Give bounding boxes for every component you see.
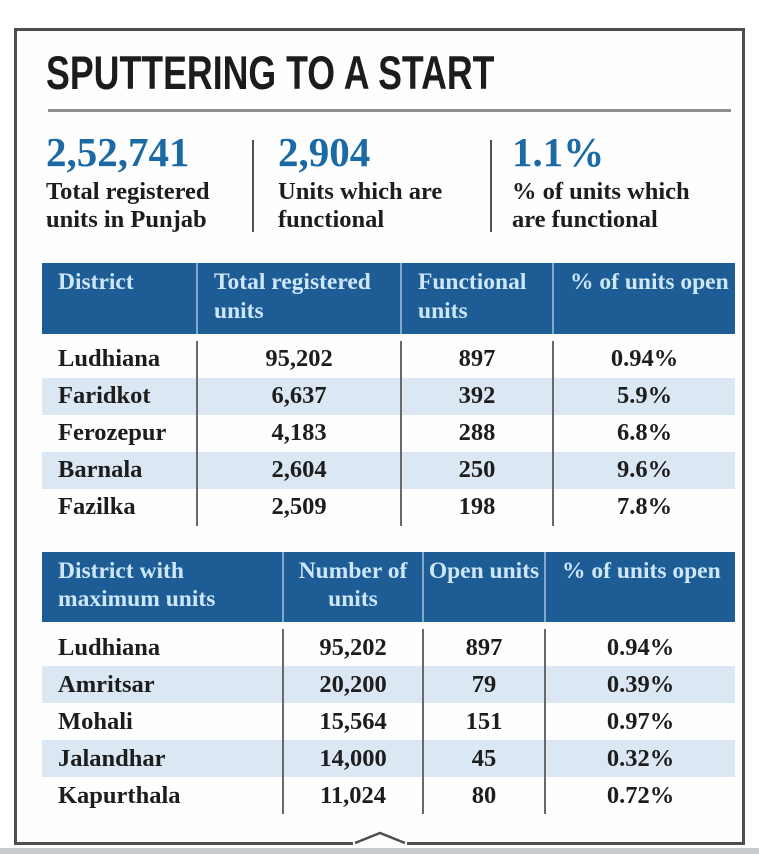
stat-label-line1: Units which are [278,178,443,205]
stat-total-registered: 2,52,741 Total registered units in Punja… [46,132,252,233]
stat-label-line1: % of units which [512,178,690,205]
table-row: Ludhiana 95,202 897 0.94% [42,340,735,378]
table-row: Ludhiana 95,202 897 0.94% [42,629,735,667]
stat-label: % of units which are functional [512,178,732,233]
cell-open: 80 [422,777,544,815]
cell-registered: 6,637 [196,377,400,415]
cell-district: Jalandhar [58,744,166,772]
table-body: Ludhiana 95,202 897 0.94% Faridkot 6,637… [42,340,735,526]
stat-label-line1: Total registered [46,178,210,205]
cell-functional: 250 [400,451,552,489]
stat-label-line2: functional [278,205,385,233]
table-row: Faridkot 6,637 392 5.9% [42,377,735,415]
stat-divider [490,140,492,232]
title-rule [48,109,731,112]
stat-divider [252,140,254,232]
cell-open: 79 [422,666,544,704]
cell-district: Mohali [58,707,133,735]
max-units-table: District with maximum units Number of un… [42,551,735,815]
column-header: District [58,269,134,296]
cell-district: Kapurthala [58,781,181,809]
cell-percent: 0.32% [544,740,735,778]
border-notch-gap [352,842,407,845]
stat-functional: 2,904 Units which are functional [278,132,490,233]
cell-number: 14,000 [282,740,422,778]
infographic-box: SPUTTERING TO A START 2,52,741 Total reg… [14,28,745,845]
table-row: Ferozepur 4,183 288 6.8% [42,414,735,452]
cell-registered: 2,509 [196,488,400,526]
cell-number: 11,024 [282,777,422,815]
column-header: % of units open [552,263,735,334]
cell-functional: 288 [400,414,552,452]
stat-label-line2: are functional [512,205,658,233]
column-header: Functional units [400,263,552,334]
table-row: Mohali 15,564 151 0.97% [42,703,735,741]
column-header: Open units [422,551,544,623]
cell-district: Amritsar [58,670,155,698]
stat-percent-functional: 1.1% % of units which are functional [512,132,732,233]
column-header: District with maximum units [58,557,216,612]
table-body: Ludhiana 95,202 897 0.94% Amritsar 20,20… [42,629,735,815]
column-header: Total registered units [196,263,400,334]
cell-percent: 7.8% [552,488,735,526]
cell-open: 897 [422,629,544,667]
table-header-row: District with maximum units Number of un… [42,551,735,623]
cell-functional: 198 [400,488,552,526]
stat-value: 2,52,741 [46,129,190,175]
stat-value: 2,904 [278,129,371,175]
cell-district: Barnala [58,456,143,484]
cell-percent: 0.94% [552,340,735,378]
cell-district: Ludhiana [58,345,161,373]
cell-district: Faridkot [58,382,151,410]
column-header: % of units open [544,551,735,623]
table-row: Fazilka 2,509 198 7.8% [42,488,735,526]
stat-label: Total registered units in Punjab [46,178,252,233]
table-row: Barnala 2,604 250 9.6% [42,451,735,489]
page-edge-strip [0,848,759,854]
cell-percent: 0.72% [544,777,735,815]
cell-district: Ferozepur [58,419,167,447]
table-row: Jalandhar 14,000 45 0.32% [42,740,735,778]
cell-number: 95,202 [282,629,422,667]
cell-percent: 0.94% [544,629,735,667]
page-title: SPUTTERING TO A START [46,46,495,99]
cell-percent: 5.9% [552,377,735,415]
cell-percent: 6.8% [552,414,735,452]
cell-percent: 0.39% [544,666,735,704]
cell-district: Ludhiana [58,633,161,661]
stats-row: 2,52,741 Total registered units in Punja… [46,132,732,233]
cell-number: 15,564 [282,703,422,741]
cell-functional: 897 [400,340,552,378]
border-caret-icon [354,831,405,844]
cell-percent: 0.97% [544,703,735,741]
cell-registered: 95,202 [196,340,400,378]
districts-table: District Total registered units Function… [42,263,735,526]
table-row: Kapurthala 11,024 80 0.72% [42,777,735,815]
cell-registered: 2,604 [196,451,400,489]
cell-open: 45 [422,740,544,778]
cell-open: 151 [422,703,544,741]
cell-percent: 9.6% [552,451,735,489]
cell-district: Fazilka [58,493,136,521]
stat-label-line2: units in Punjab [46,205,207,233]
table-header-row: District Total registered units Function… [42,263,735,334]
table-row: Amritsar 20,200 79 0.39% [42,666,735,704]
cell-number: 20,200 [282,666,422,704]
stat-label: Units which are functional [278,178,490,233]
column-header: Number of units [282,551,422,623]
cell-functional: 392 [400,377,552,415]
cell-registered: 4,183 [196,414,400,452]
stat-value: 1.1% [512,129,605,175]
